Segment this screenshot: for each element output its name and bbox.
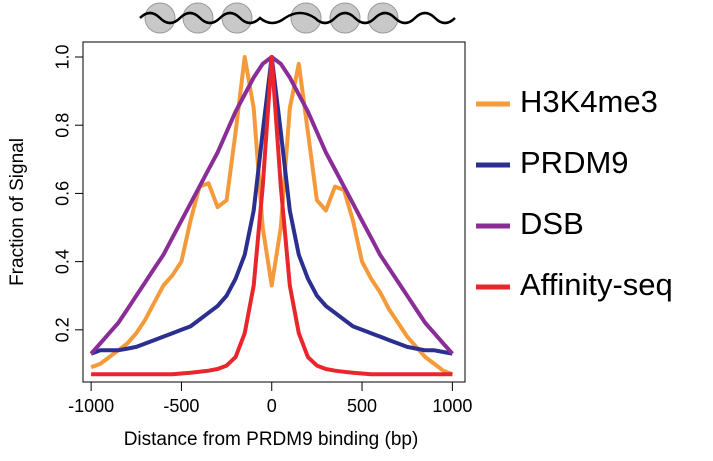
x-axis-title: Distance from PRDM9 binding (bp) <box>124 429 419 450</box>
plot-frame <box>82 41 466 383</box>
y-tick-label: 0.4 <box>53 249 73 274</box>
y-tick-label: 0.2 <box>53 317 73 342</box>
series-line <box>89 55 454 356</box>
series-line <box>90 55 453 356</box>
y-tick-label: 1.0 <box>53 44 73 69</box>
dna-strand <box>139 11 456 25</box>
y-tick-label: 0.8 <box>53 113 73 138</box>
nucleosome <box>329 2 361 34</box>
x-tick-label: 1000 <box>432 396 472 416</box>
legend-label: H3K4me3 <box>520 84 658 119</box>
legend-label: Affinity-seq <box>520 267 673 302</box>
x-tick-label: 500 <box>347 396 377 416</box>
series-line <box>90 55 454 377</box>
nucleosome <box>182 2 214 34</box>
y-axis-title: Fraction of Signal <box>7 138 28 286</box>
nucleosome <box>290 2 322 34</box>
series-line <box>91 55 453 377</box>
nucleosome <box>367 2 399 34</box>
x-tick-label: -1000 <box>68 396 114 416</box>
legend-label: PRDM9 <box>520 145 629 180</box>
nucleosome <box>221 2 253 34</box>
x-tick-label: -500 <box>163 396 199 416</box>
y-tick-label: 0.6 <box>53 181 73 206</box>
legend-label: DSB <box>520 206 584 241</box>
nucleosome-icon <box>139 2 456 34</box>
x-tick-label: 0 <box>267 396 277 416</box>
